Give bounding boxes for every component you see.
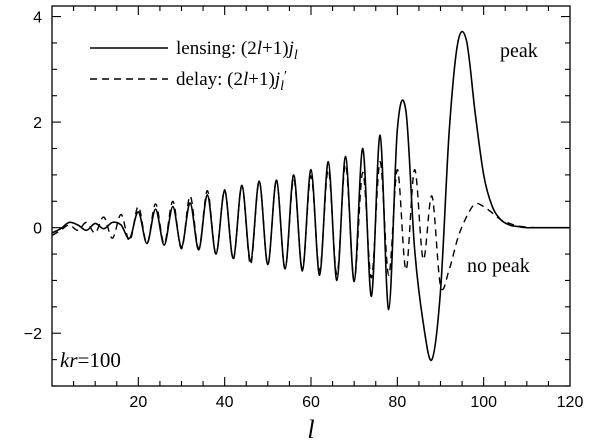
legend-label-delay: delay: (2l+1)jl′ bbox=[176, 69, 287, 94]
legend-label-lensing: lensing: (2l+1)jl bbox=[176, 38, 298, 63]
y-tick-label: 0 bbox=[33, 221, 42, 238]
y-tick-label: −2 bbox=[24, 326, 42, 343]
x-axis-title: l bbox=[307, 415, 314, 444]
x-tick-label: 60 bbox=[302, 394, 320, 411]
y-tick-label: 4 bbox=[33, 10, 42, 27]
x-tick-label: 80 bbox=[388, 394, 406, 411]
x-tick-label: 40 bbox=[216, 394, 234, 411]
y-tick-labels: −2 0 2 4 bbox=[24, 10, 42, 344]
x-tick-label: 100 bbox=[470, 394, 497, 411]
y-tick-label: 2 bbox=[33, 115, 42, 132]
legend: lensing: (2l+1)jl delay: (2l+1)jl′ bbox=[90, 38, 298, 94]
x-tick-labels: 20 40 60 80 100 120 bbox=[129, 394, 583, 411]
x-tick-label: 120 bbox=[557, 394, 584, 411]
x-tick-label: 20 bbox=[129, 394, 147, 411]
series-line-lensing bbox=[51, 30, 570, 362]
annotation-peak: peak bbox=[500, 40, 538, 62]
plot-frame bbox=[51, 5, 571, 387]
annotation-kr: kr=100 bbox=[60, 348, 121, 372]
annotation-no-peak: no peak bbox=[467, 255, 530, 277]
axis-ticks bbox=[52, 6, 570, 387]
